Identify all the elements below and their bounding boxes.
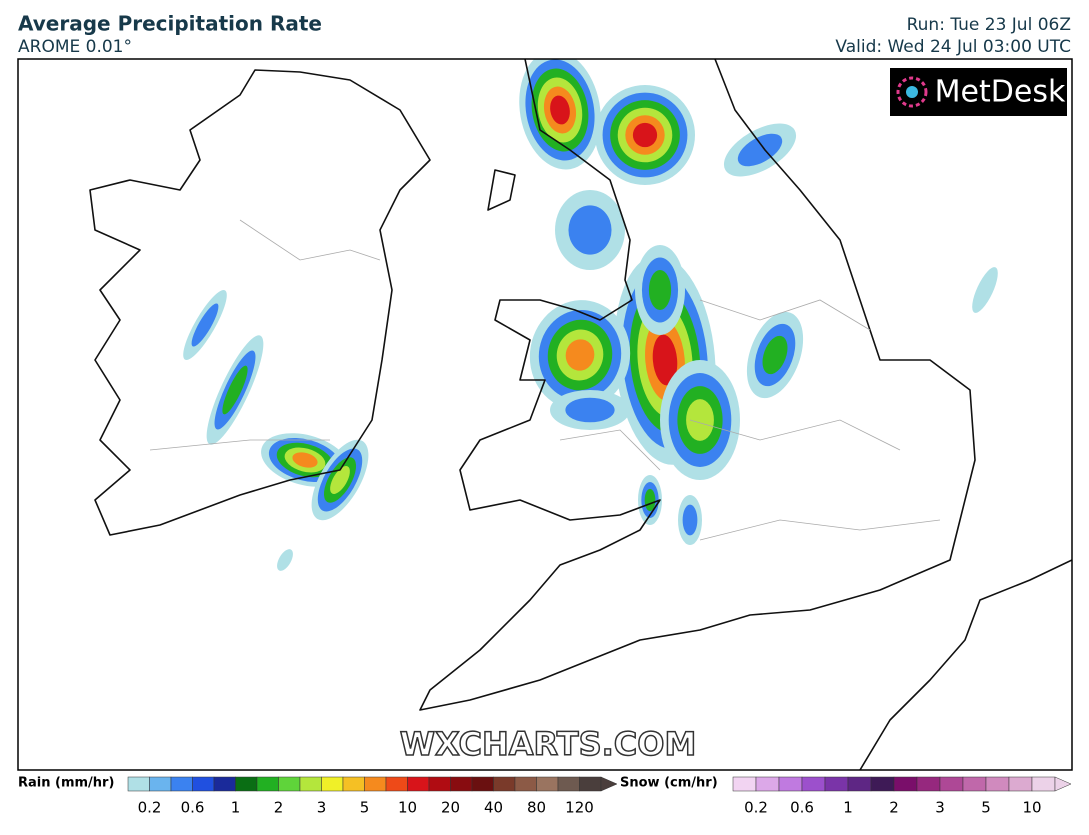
legend-tick-label: 40 [484,799,503,817]
logo-mark [896,76,928,108]
legend-swatch [213,776,236,792]
borders [149,219,941,541]
legend-swatch [321,776,344,792]
logo-box [890,68,1067,116]
legend-swatch [364,776,387,792]
legend-tick-label: 1 [843,799,853,817]
rain-area [191,303,219,347]
legend-swatch [557,776,580,792]
run: Run: Tue 23 Jul 06Z [907,15,1071,35]
legend-swatch [385,776,408,792]
legend-swatch [962,776,987,792]
legend-swatch [127,776,150,792]
rain-area [277,549,293,571]
legend-swatch [536,776,559,792]
legend-tick-label: 2 [889,799,899,817]
rain-area [652,334,678,386]
rain-area [330,466,350,494]
title: Average Precipitation Rate [18,12,322,36]
legend-swatch [778,776,803,792]
legend-tick-label: 3 [317,799,327,817]
legend-swatch [916,776,941,792]
legend-arrow [1054,776,1072,792]
rain-area [550,95,570,125]
legend-swatch [471,776,494,792]
snow-legend-label: Snow (cm/hr) [620,776,718,791]
legend-arrow [600,776,618,792]
legend-swatch [732,776,757,792]
rain-legend-label: Rain (mm/hr) [18,776,114,791]
legend-tick-label: 0.6 [181,799,205,817]
rain-area [292,452,318,468]
legend-swatch [235,776,258,792]
legend-swatch [985,776,1010,792]
legend-swatch [407,776,430,792]
legend-swatch [801,776,826,792]
rain-area [762,335,788,375]
legend-swatch [1031,776,1056,792]
rain-area [568,205,612,255]
legend-swatch [450,776,473,792]
precipitation [183,59,998,571]
legend-swatch [939,776,964,792]
rain-area [648,270,672,310]
legend-swatch [1008,776,1033,792]
legend-swatch [514,776,537,792]
legend-swatch [342,776,365,792]
legend-tick-label: 1 [231,799,241,817]
model: AROME 0.01° [18,37,132,57]
rain-area [565,397,615,423]
rain-area [682,504,698,536]
legend-swatch [278,776,301,792]
legend-swatch [192,776,215,792]
legend-tick-label: 0.6 [790,799,814,817]
legend-tick-label: 5 [360,799,370,817]
legend-swatch [579,776,602,792]
legend-swatch [824,776,849,792]
rain-area [737,133,783,167]
legend-tick-label: 120 [565,799,594,817]
rain-area [972,267,998,313]
legend-swatch [847,776,872,792]
logo: MetDesk [935,75,1066,110]
legend-tick-label: 2 [274,799,284,817]
legend-tick-label: 10 [398,799,417,817]
legend-swatch [428,776,451,792]
legend-tick-label: 80 [527,799,546,817]
legend-tick-label: 5 [981,799,991,817]
legend-tick-label: 20 [441,799,460,817]
rain-area [632,122,658,148]
legend-swatch [149,776,172,792]
rain-area [222,365,248,415]
legend-swatch [299,776,322,792]
legend-swatch [256,776,279,792]
rain-area [565,339,595,371]
watermark: WXCHARTS.COM [400,725,697,763]
legend-swatch [170,776,193,792]
map-frame [17,58,1073,771]
rain-area [644,488,656,512]
legend-swatch [755,776,780,792]
legend-tick-label: 0.2 [138,799,162,817]
coastlines [89,59,1072,770]
legend-tick-label: 10 [1022,799,1041,817]
legend-swatch [893,776,918,792]
legend-swatch [493,776,516,792]
legend-tick-label: 0.2 [744,799,768,817]
map: MetDesk WXCHARTS.COM [18,59,1072,770]
valid: Valid: Wed 24 Jul 03:00 UTC [835,37,1071,57]
legend-swatch [870,776,895,792]
rain-area [686,399,714,441]
legend-tick-label: 3 [935,799,945,817]
